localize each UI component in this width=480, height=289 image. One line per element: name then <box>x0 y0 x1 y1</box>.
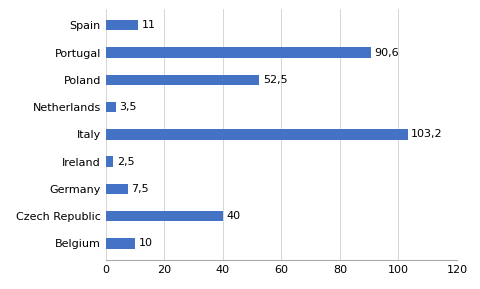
Bar <box>106 47 370 58</box>
Bar <box>106 211 222 221</box>
Bar <box>106 102 116 112</box>
Text: 3,5: 3,5 <box>120 102 137 112</box>
Bar <box>106 129 407 140</box>
Bar <box>106 156 113 167</box>
Bar <box>106 184 128 194</box>
Bar <box>106 20 138 30</box>
Bar <box>106 238 135 249</box>
Text: 2,5: 2,5 <box>117 157 134 167</box>
Text: 103,2: 103,2 <box>410 129 442 139</box>
Text: 7,5: 7,5 <box>131 184 149 194</box>
Text: 10: 10 <box>138 238 152 249</box>
Text: 11: 11 <box>141 20 155 30</box>
Text: 90,6: 90,6 <box>373 48 398 58</box>
Text: 52,5: 52,5 <box>263 75 287 85</box>
Bar <box>106 75 259 85</box>
Text: 40: 40 <box>226 211 240 221</box>
